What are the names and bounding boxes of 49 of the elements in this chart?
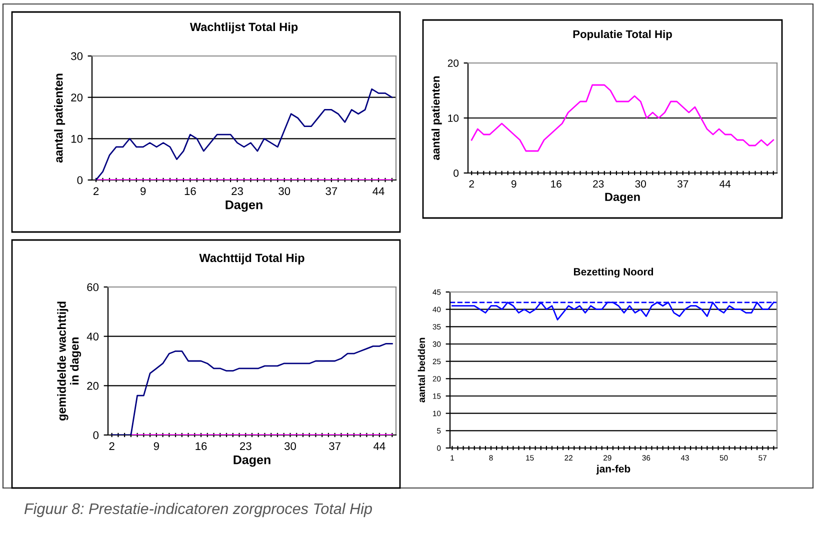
y-axis-title: aantal patienten — [431, 76, 442, 160]
x-tick-label: 30 — [278, 187, 290, 196]
chart-title: Populatie Total Hip — [573, 30, 672, 40]
x-tick-label: 23 — [593, 180, 604, 188]
line-series — [470, 84, 774, 152]
line-series — [95, 88, 393, 180]
line-series — [452, 302, 774, 320]
x-tick-label: 44 — [372, 187, 384, 195]
y-axis-title: aantal bedden — [418, 338, 425, 402]
x-tick-label: 9 — [511, 180, 516, 188]
x-tick-label: 37 — [677, 180, 688, 188]
x-axis-title: Dagen — [226, 200, 262, 212]
x-axis-title: Dagen — [234, 455, 270, 467]
text: Figuur 8: Prestatie-indicatoren zorgproces Total Hip — [24, 502, 372, 518]
x-tick-label: 9 — [154, 442, 159, 450]
y-tick-label: 20 — [448, 60, 459, 67]
x-tick-label: 2 — [109, 442, 114, 450]
y-tick-label: 60 — [87, 283, 99, 292]
y-tick-label: 0 — [77, 176, 83, 184]
x-tick-label: 23 — [240, 442, 252, 450]
x-tick-label: 2 — [469, 180, 474, 188]
y-tick-label: 40 — [86, 332, 99, 340]
x-tick-label: 30 — [284, 442, 296, 450]
x-tick-label: 37 — [329, 442, 340, 450]
y-tick-label: 10 — [448, 114, 459, 122]
x-tick-label: 44 — [720, 180, 731, 188]
y-tick-label: 0 — [454, 170, 459, 177]
x-axis-title: Dagen — [605, 192, 640, 204]
line-series — [111, 343, 393, 435]
y-tick-label: 30 — [71, 52, 83, 60]
x-tick-label: 9 — [140, 187, 146, 196]
x-axis-title: jan-feb — [596, 464, 630, 475]
x-tick-label: 30 — [635, 180, 646, 188]
y-axis-title: gemiddelde wachttijd in dagen — [57, 302, 82, 421]
chart-title: Wachtlijst Total Hip — [190, 22, 298, 34]
x-tick-label: 16 — [196, 442, 207, 450]
y-tick-label: 0 — [93, 431, 99, 440]
y-axis-title: aantal patienten — [54, 74, 66, 163]
y-tick-label: 20 — [87, 382, 99, 390]
x-tick-label: 44 — [374, 442, 386, 450]
x-tick-label: 16 — [184, 187, 196, 196]
x-tick-label: 16 — [551, 180, 562, 188]
x-tick-label: 2 — [94, 187, 99, 195]
chart-title: Bezetting Noord — [574, 268, 654, 278]
y-tick-label: 20 — [71, 94, 83, 102]
x-tick-label: 37 — [326, 187, 338, 196]
chart-title: Wachttijd Total Hip — [199, 253, 304, 264]
x-tick-label: 23 — [232, 187, 243, 196]
y-tick-label: 10 — [71, 134, 83, 143]
